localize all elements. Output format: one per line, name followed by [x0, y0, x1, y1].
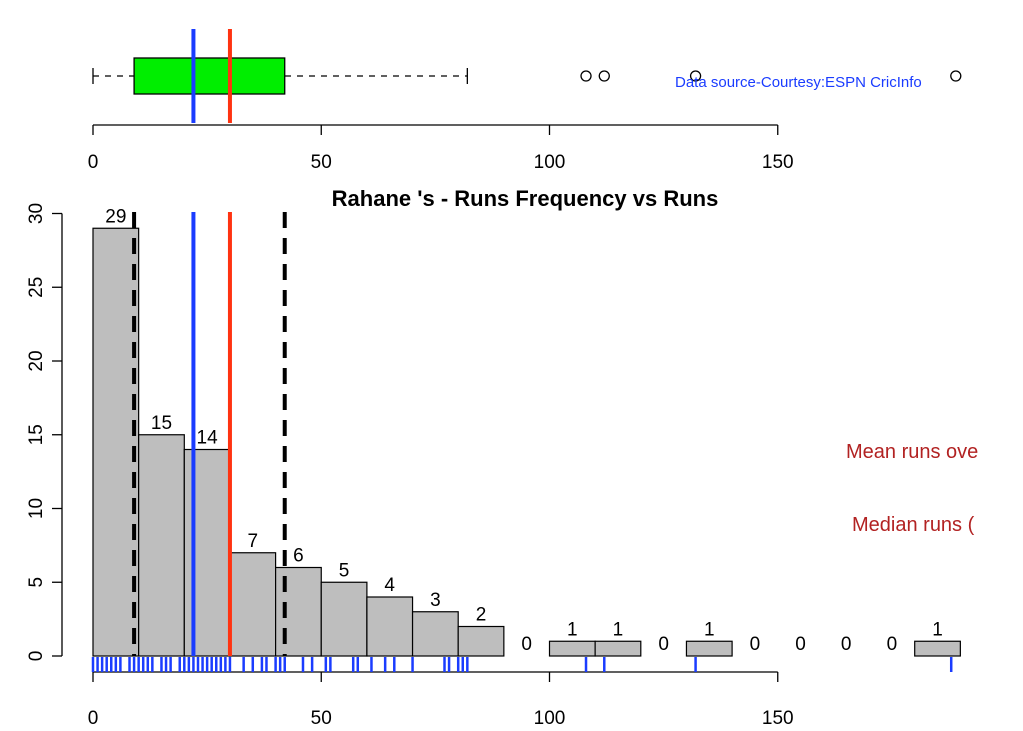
histogram-bar	[685, 640, 733, 657]
histogram-bar	[366, 596, 414, 657]
histogram-count-label: 6	[293, 546, 304, 567]
histogram-bar	[411, 611, 459, 657]
boxplot-x-tick-label: 0	[88, 152, 99, 173]
histogram-bar	[548, 640, 596, 657]
histogram-count-label: 4	[384, 575, 395, 596]
histogram-bar	[275, 566, 322, 657]
histogram-count-label: 1	[613, 619, 624, 640]
histogram-y-tick-label: 5	[26, 577, 47, 588]
boxplot-outlier-point	[689, 70, 702, 82]
boxplot-x-tick-label: 100	[534, 152, 566, 173]
histogram-y-tick-label: 20	[26, 350, 47, 371]
mean-runs-note: Mean runs ove	[846, 441, 978, 463]
boxplot-panel: 0 50 100 150 Data source-Courtesy:ESPN Cric…	[88, 29, 962, 173]
histogram-bar	[914, 640, 961, 657]
histogram-x-tick-label: 150	[762, 708, 794, 729]
histogram-y-tick-label: 0	[26, 651, 47, 662]
histogram-x-tick-label: 0	[88, 708, 99, 729]
histogram-count-label: 1	[932, 619, 943, 640]
histogram-bars	[92, 227, 961, 657]
boxplot-box	[133, 57, 286, 95]
histogram-count-label: 3	[430, 590, 441, 611]
histogram-count-label: 1	[704, 619, 715, 640]
histogram-count-label: 7	[247, 531, 258, 552]
histogram-count-label: 14	[197, 428, 219, 449]
histogram-panel: Rahane 's - Runs Frequency vs Runs 05101…	[26, 186, 978, 729]
histogram-x-tick-label: 100	[534, 708, 566, 729]
histogram-count-label: 15	[151, 413, 172, 434]
histogram-count-label: 5	[339, 560, 350, 581]
histogram-bar	[320, 581, 368, 657]
chart-title: Rahane 's - Runs Frequency vs Runs	[332, 186, 719, 211]
histogram-rug	[91, 657, 953, 672]
histogram-bar	[92, 227, 140, 657]
histogram-y-tick-label: 10	[26, 498, 47, 519]
histogram-count-label: 0	[658, 634, 669, 655]
histogram-count-label: 0	[795, 634, 806, 655]
histogram-bar	[229, 552, 277, 657]
histogram-x-axis: 0 50 100 150	[88, 671, 794, 729]
histogram-x-tick-label: 50	[311, 708, 332, 729]
histogram-y-tick-label: 15	[26, 424, 47, 445]
histogram-y-tick-label: 25	[26, 277, 47, 298]
data-source-annotation: Data source-Courtesy:ESPN CricInfo	[675, 74, 922, 91]
boxplot-x-tick-label: 150	[762, 152, 794, 173]
histogram-count-label: 0	[887, 634, 898, 655]
histogram-reference-lines	[132, 212, 287, 656]
histogram-bar	[457, 625, 505, 657]
histogram-bar	[138, 434, 185, 657]
median-runs-note: Median runs (	[852, 514, 975, 536]
boxplot-outlier-point	[580, 70, 592, 82]
histogram-count-label: 0	[841, 634, 852, 655]
histogram-count-label: 0	[750, 634, 761, 655]
histogram-count-label: 1	[567, 619, 578, 640]
histogram-count-label: 0	[521, 634, 532, 655]
histogram-bar	[594, 640, 642, 657]
histogram-count-label: 2	[476, 605, 487, 626]
histogram-count-label: 29	[105, 206, 126, 227]
boxplot-outliers	[580, 70, 962, 82]
boxplot-outlier-point	[950, 70, 962, 82]
boxplot-outlier-point	[598, 70, 610, 82]
histogram-bar	[183, 448, 231, 657]
histogram-count-labels: 29 15 14 7 6 5 4 3 2 0 1 1 0 1 0 0 0 0 1	[105, 206, 943, 655]
boxplot-x-axis: 0 50 100 150	[88, 124, 794, 173]
histogram-y-axis: 0 5 10 15 20 25 30	[26, 203, 63, 662]
boxplot-x-tick-label: 50	[311, 152, 332, 173]
histogram-y-tick-label: 30	[26, 203, 47, 224]
